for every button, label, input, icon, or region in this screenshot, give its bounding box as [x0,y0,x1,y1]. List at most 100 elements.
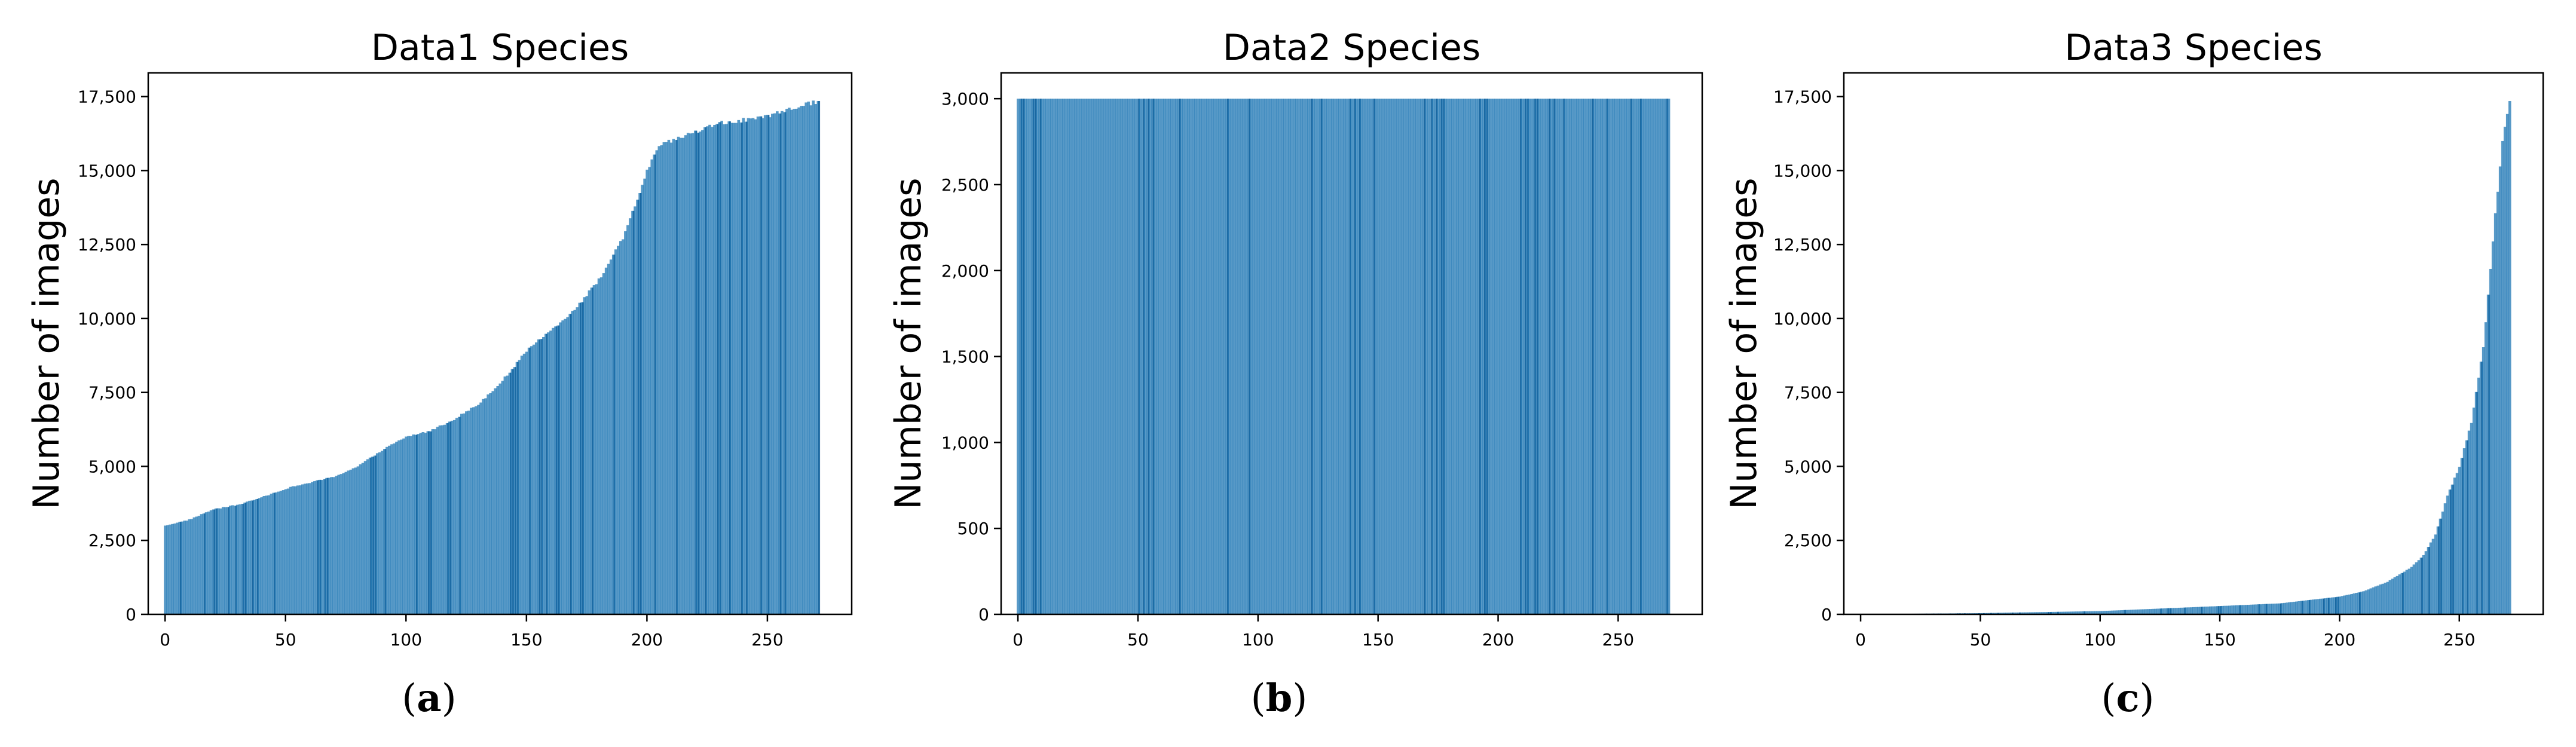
bar [1275,99,1279,614]
bar [2319,598,2322,614]
bar [2398,574,2401,614]
bar [1564,99,1567,614]
bar [1655,99,1659,614]
bar [2486,294,2490,615]
bar [751,118,755,614]
bar [2326,598,2329,614]
bar [426,431,430,614]
bar [2122,610,2126,614]
bar [1653,99,1656,614]
bar [776,111,779,614]
bar [197,516,201,614]
bar [1437,99,1440,614]
bar [1523,99,1526,614]
x-tick-label: 50 [275,630,296,650]
bar [1029,99,1032,614]
bar [1062,99,1066,614]
bar [308,483,311,614]
bar [1326,99,1329,614]
bar [657,146,661,614]
bar [388,445,391,614]
bar [2000,613,2004,614]
bar [1602,99,1605,614]
bar [2051,611,2054,614]
bar [672,139,675,614]
bar [1444,99,1447,614]
bar [231,505,234,614]
bar [221,507,225,614]
bar [1021,99,1024,614]
bar [2139,609,2143,614]
bar [1175,99,1178,614]
bar [761,118,764,614]
bar [2324,598,2327,614]
bar [465,411,468,614]
bar [246,501,249,614]
bar [227,507,230,614]
bar [2137,609,2140,614]
bar [1660,99,1663,614]
bar [1154,99,1157,614]
bar [349,469,353,614]
bar [209,510,213,614]
bar [1072,99,1075,614]
bar [770,114,774,614]
bar [286,488,290,614]
x-tick-label: 100 [1242,630,1274,650]
bar [1417,99,1421,614]
bar [537,339,540,614]
bar [1055,99,1058,614]
bar [1142,99,1145,614]
bar [2329,598,2332,614]
bar [2286,602,2289,614]
bar [1451,99,1454,614]
bar [2153,608,2157,614]
bars [164,100,821,615]
bar [1321,99,1324,614]
bar [634,206,637,614]
bar [2333,597,2337,614]
bar [1100,99,1104,614]
bar [1247,99,1250,614]
bar [1237,99,1241,614]
bar [669,142,673,615]
bar [1117,99,1121,614]
bar [1583,99,1586,614]
bar [2024,612,2028,614]
bar [749,118,752,614]
bar [1026,99,1029,614]
bar [781,111,784,615]
bar [1372,99,1375,614]
x-tick-label: 250 [1602,630,1634,650]
bar [2295,601,2298,614]
bar [1119,99,1123,614]
bar [2362,591,2366,614]
bar [703,127,706,614]
bar [1542,99,1546,614]
y-tick-label: 3,000 [941,89,989,109]
bar [460,414,463,614]
bar [185,521,189,614]
bar [788,108,791,614]
bar [1273,99,1277,614]
bar [763,115,767,615]
bar [2424,551,2428,614]
bar [496,385,500,614]
bars [1859,101,2511,615]
bar [1360,99,1363,614]
bar [1197,99,1200,614]
bar [2352,593,2356,614]
y-tick-label: 12,500 [78,235,136,255]
bar [1098,99,1102,614]
bar [190,519,194,614]
bar [518,360,521,614]
bar [457,417,461,614]
bar [807,101,810,615]
y-tick-label: 0 [126,605,136,624]
bar [1242,99,1246,614]
bar [2462,448,2466,614]
bar [1036,99,1039,614]
bar [2096,611,2100,614]
bar [2055,611,2059,614]
